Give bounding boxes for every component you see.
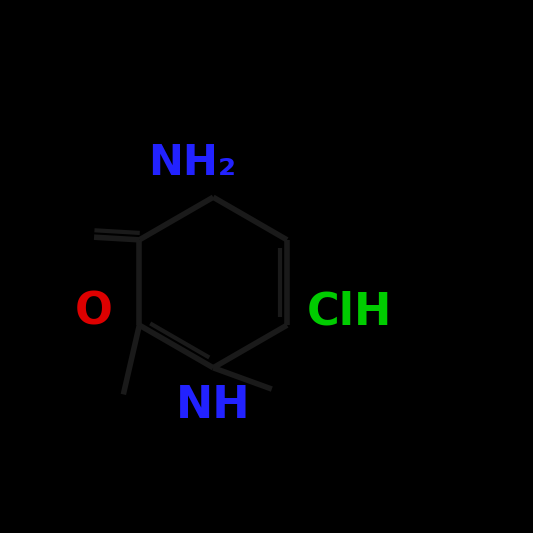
Text: NH: NH	[176, 384, 251, 426]
Text: ClH: ClH	[306, 290, 392, 333]
Text: NH₂: NH₂	[148, 142, 236, 183]
Text: O: O	[74, 290, 112, 333]
